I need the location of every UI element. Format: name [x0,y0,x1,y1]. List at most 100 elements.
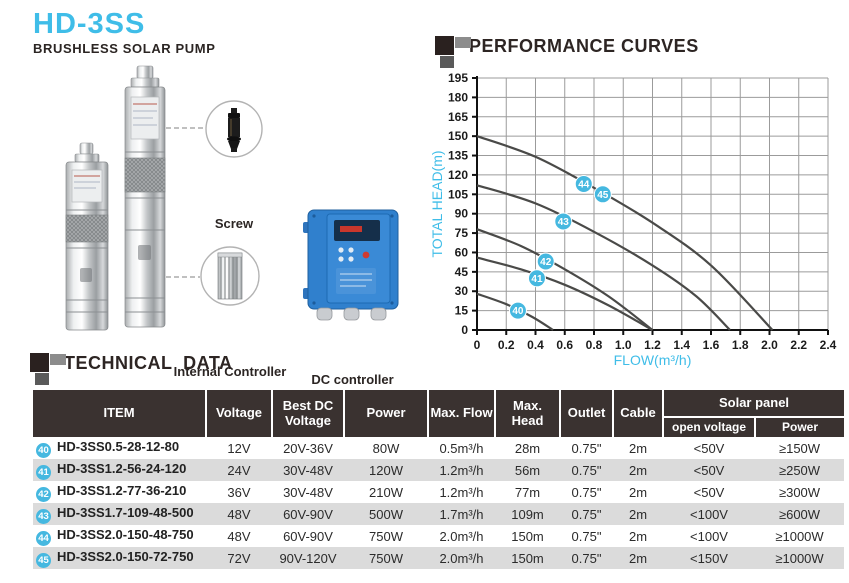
item-cell: 44 HD-3SS2.0-150-48-750 [33,525,206,547]
performance-chart: 0 15 30 45 60 75 90 105 120 135 150 165 180 195 0 0.2 0.… [429,60,849,370]
svg-text:2.4: 2.4 [820,338,837,352]
cell-panel_power: ≥250W [778,462,821,478]
item-name: HD-3SS1.7-109-48-500 [57,504,194,520]
col-header-voltage: Voltage [205,390,272,437]
cell-outlet: 0.75" [571,528,602,544]
svg-text:105: 105 [448,187,468,201]
table-row: 42 HD-3SS1.2-77-36-210 36V 30V-48V 210W 1.2m³… [33,481,844,503]
col-header-cable: Cable [612,390,663,437]
svg-text:180: 180 [448,90,468,104]
svg-text:60: 60 [455,245,469,259]
cell-max_flow: 2.0m³/h [439,550,484,566]
cell-best_dc: 30V-48V [283,484,333,500]
table-row: 40 HD-3SS0.5-28-12-80 12V 20V-36V 80W 0.5m³/h… [33,437,844,459]
col-header-max-head: Max. Head [494,390,560,437]
cell-voltage: 24V [227,462,251,478]
svg-text:0.4: 0.4 [527,338,544,352]
col-header-panel-power: Power [753,416,845,437]
item-cell: 40 HD-3SS0.5-28-12-80 [33,437,206,459]
product-illustration [65,65,399,331]
item-cell: 42 HD-3SS1.2-77-36-210 [33,481,206,503]
cell-max_flow: 1.7m³/h [439,506,484,522]
screw-callout-circle [205,100,263,158]
curve-marker-45: 45 [593,185,612,204]
cell-panel_power: ≥300W [778,484,821,500]
svg-text:0: 0 [461,323,468,337]
cell-max_head: 109m [511,506,544,522]
svg-text:15: 15 [455,304,469,318]
cell-max_flow: 0.5m³/h [439,440,484,456]
screw-label: Screw [214,216,254,231]
svg-text:165: 165 [448,110,468,124]
svg-text:44: 44 [578,179,590,190]
item-badge: 41 [36,464,51,480]
svg-text:0.2: 0.2 [498,338,515,352]
curve-marker-43: 43 [554,212,573,231]
cell-voltage: 48V [227,528,251,544]
cell-max_flow: 1.2m³/h [439,462,484,478]
cell-voltage: 48V [227,506,251,522]
cell-open_voltage: <50V [693,440,725,456]
cell-panel_power: ≥1000W [775,550,824,566]
table-row: 45 HD-3SS2.0-150-72-750 72V 90V-120V 750W 2.0… [33,547,845,569]
cell-cable: 2m [628,462,648,478]
svg-text:0.6: 0.6 [556,338,573,352]
cell-open_voltage: <50V [693,484,725,500]
item-cell: 43 HD-3SS1.7-109-48-500 [33,503,206,525]
brand: HD-3SS BRUSHLESS SOLAR PUMP [33,10,216,57]
col-header-outlet: Outlet [559,390,613,437]
item-name: HD-3SS2.0-150-72-750 [57,548,194,564]
product-subtitle: BRUSHLESS SOLAR PUMP [33,41,216,56]
item-badge: 44 [36,530,51,546]
curve-43 [476,184,731,331]
curve-44-45 [476,135,774,331]
cell-max_head: 28m [514,440,541,456]
cell-panel_power: ≥1000W [775,528,824,544]
section-squares-icon [429,33,471,69]
dc-controller-label: DC controller [311,372,394,387]
cell-power: 750W [369,550,403,566]
internal-controller-callout-circle [200,246,260,306]
curve-marker-42: 42 [536,252,555,271]
curve-marker-44: 44 [574,174,593,193]
cell-max_head: 56m [514,462,541,478]
cell-voltage: 12V [227,440,251,456]
item-name: HD-3SS2.0-150-48-750 [57,526,194,542]
cell-max_flow: 1.2m³/h [439,484,484,500]
performance-curves-header: PERFORMANCE CURVES [429,33,699,69]
svg-text:43: 43 [558,217,570,228]
cell-max_head: 150m [511,528,544,544]
curve-41 [476,256,654,331]
svg-text:1.4: 1.4 [673,338,690,352]
col-header-item: ITEM [33,390,206,437]
item-name: HD-3SS0.5-28-12-80 [57,438,180,454]
y-axis-label: TOTAL HEAD(m) [430,150,445,257]
table-row: 44 HD-3SS2.0-150-48-750 48V 60V-90V 750W 2.0m… [33,525,844,547]
curve-marker-40: 40 [508,301,527,320]
cell-open_voltage: <100V [690,506,728,522]
cell-outlet: 0.75" [571,462,602,478]
cell-voltage: 36V [227,484,251,500]
cell-power: 750W [369,528,403,544]
technical-data-header: TECHNICAL DATA [24,350,233,386]
cell-power: 120W [369,462,403,478]
section-squares-icon [24,350,66,386]
x-axis-label: FLOW(m³/h) [614,352,692,368]
svg-text:41: 41 [531,274,543,285]
svg-text:1.6: 1.6 [703,338,720,352]
svg-text:1.8: 1.8 [732,338,749,352]
svg-text:1.0: 1.0 [615,338,632,352]
item-name: HD-3SS1.2-56-24-120 [57,460,187,476]
curve-marker-41: 41 [527,269,546,288]
cell-cable: 2m [628,528,648,544]
svg-text:2.0: 2.0 [761,338,778,352]
screw-icon [227,108,241,152]
svg-text:120: 120 [448,168,468,182]
pump-image-large [124,65,166,328]
col-header-best-dc: Best DC Voltage [271,390,344,437]
cell-cable: 2m [628,440,648,456]
svg-text:45: 45 [455,265,469,279]
svg-text:90: 90 [455,207,469,221]
svg-text:0: 0 [474,338,481,352]
